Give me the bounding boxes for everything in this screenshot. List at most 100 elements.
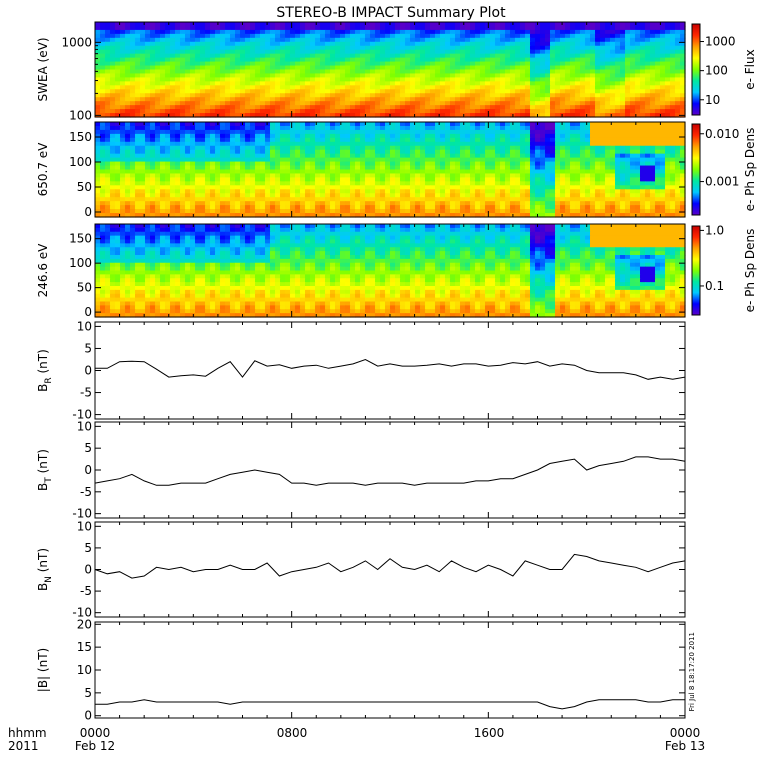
heatmap-cell (665, 134, 671, 139)
heatmap-cell (125, 77, 131, 82)
heatmap-cell (370, 97, 376, 102)
heatmap-cell (505, 85, 511, 90)
heatmap-cell (230, 77, 236, 82)
heatmap-cell (375, 170, 381, 175)
heatmap-cell (320, 181, 326, 186)
heatmap-cell (435, 30, 441, 35)
heatmap-cell (525, 70, 531, 75)
heatmap-cell (410, 162, 416, 167)
heatmap-cell (285, 97, 291, 102)
heatmap-cell (140, 85, 146, 90)
heatmap-cell (490, 77, 496, 82)
heatmap-cell (105, 122, 111, 127)
heatmap-cell (585, 42, 591, 47)
heatmap-cell (270, 22, 276, 27)
heatmap-cell (395, 158, 401, 163)
heatmap-cell (655, 134, 661, 139)
heatmap-cell (255, 38, 261, 43)
heatmap-cell (430, 101, 436, 106)
heatmap-cell (130, 166, 136, 171)
heatmap-cell (530, 146, 536, 151)
heatmap-cell (535, 166, 541, 171)
heatmap-cell (630, 46, 636, 51)
heatmap-cell (220, 130, 226, 135)
heatmap-cell (405, 50, 411, 55)
heatmap-cell (170, 77, 176, 82)
heatmap-cell (380, 130, 386, 135)
heatmap-cell (330, 22, 336, 27)
heatmap-cell (560, 109, 566, 114)
heatmap-cell (465, 173, 471, 178)
heatmap-cell (160, 54, 166, 59)
heatmap-cell (235, 81, 241, 86)
heatmap-cell (455, 138, 461, 143)
heatmap-cell (540, 181, 546, 186)
heatmap-cell (490, 58, 496, 63)
heatmap-cell (580, 142, 586, 147)
heatmap-cell (235, 158, 241, 163)
heatmap-cell (635, 81, 641, 86)
heatmap-cell (285, 22, 291, 27)
heatmap-cell (155, 185, 161, 190)
heatmap-cell (435, 126, 441, 131)
heatmap-cell (625, 85, 631, 90)
heatmap-cell (490, 70, 496, 75)
heatmap-cell (215, 38, 221, 43)
heatmap-cell (525, 54, 531, 59)
heatmap-cell (325, 50, 331, 55)
heatmap-cell (350, 138, 356, 143)
heatmap-cell (245, 26, 251, 31)
heatmap-cell (675, 22, 681, 27)
heatmap-cell (340, 185, 346, 190)
heatmap-cell (340, 150, 346, 155)
heatmap-cell (665, 97, 671, 102)
heatmap-cell (255, 89, 261, 94)
heatmap-cell (665, 93, 671, 98)
heatmap-cell (440, 62, 446, 67)
heatmap-cell (385, 89, 391, 94)
heatmap-cell (455, 54, 461, 59)
heatmap-cell (565, 162, 571, 167)
heatmap-cell (300, 70, 306, 75)
heatmap-cell (610, 101, 616, 106)
heatmap-cell (420, 122, 426, 127)
heatmap-cell (195, 105, 201, 110)
heatmap-cell (620, 54, 626, 59)
heatmap-cell (565, 109, 571, 114)
heatmap-cell (255, 181, 261, 186)
heatmap-cell (335, 170, 341, 175)
heatmap-cell (540, 150, 546, 155)
heatmap-cell (400, 134, 406, 139)
heatmap-cell (235, 146, 241, 151)
heatmap-cell (430, 138, 436, 143)
heatmap-cell (160, 30, 166, 35)
heatmap-cell (95, 154, 101, 159)
heatmap-cell (610, 46, 616, 51)
heatmap-cell (515, 97, 521, 102)
heatmap-cell (305, 101, 311, 106)
heatmap-cell (375, 158, 381, 163)
heatmap-cell (535, 130, 541, 135)
heatmap-cell (435, 105, 441, 110)
heatmap-cell (305, 30, 311, 35)
heatmap-cell (280, 81, 286, 86)
heatmap-cell (315, 38, 321, 43)
heatmap-cell (490, 46, 496, 51)
heatmap-cell (570, 158, 576, 163)
heatmap-cell (175, 46, 181, 51)
heatmap-cell (440, 89, 446, 94)
heatmap-cell (345, 97, 351, 102)
heatmap-cell (455, 185, 461, 190)
heatmap-cell (540, 146, 546, 151)
heatmap-cell (95, 105, 101, 110)
heatmap-cell (390, 154, 396, 159)
heatmap-cell (160, 166, 166, 171)
heatmap-cell (535, 81, 541, 86)
heatmap-cell (475, 134, 481, 139)
heatmap-cell (250, 166, 256, 171)
heatmap-cell (495, 26, 501, 31)
heatmap-cell (350, 34, 356, 39)
heatmap-cell (675, 142, 681, 147)
heatmap-cell (465, 89, 471, 94)
heatmap-cell (305, 166, 311, 171)
